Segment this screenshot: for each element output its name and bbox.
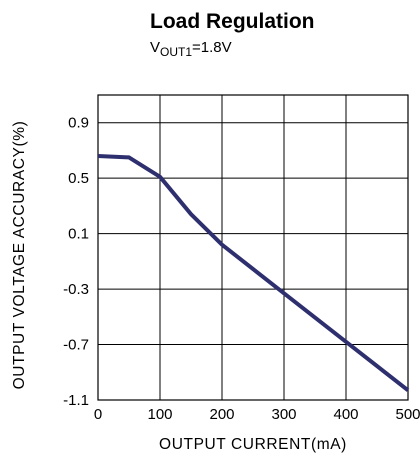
y-tick-label: 0.5 — [68, 170, 89, 187]
y-tick-label: 0.9 — [68, 115, 89, 132]
y-axis-label: OUTPUT VOLTAGE ACCURACY(%) — [11, 121, 28, 390]
grid — [98, 95, 408, 400]
series-layer — [97, 154, 410, 392]
subtitle-suffix: =1.8V — [192, 39, 232, 56]
y-tick-label: -0.3 — [63, 281, 89, 298]
x-tick-label: 500 — [395, 406, 420, 423]
subtitle-subscript: OUT1 — [160, 45, 192, 59]
series-line — [97, 154, 410, 392]
subtitle-prefix: V — [150, 39, 160, 56]
y-tick-label: -0.7 — [63, 337, 89, 354]
plot-frame — [97, 94, 409, 401]
chart-title: Load Regulation — [150, 10, 315, 33]
x-tick-label: 400 — [333, 406, 358, 423]
y-tick-label: 0.1 — [68, 226, 89, 243]
x-axis-label: OUTPUT CURRENT(mA) — [159, 436, 347, 453]
y-tick-label: -1.1 — [63, 392, 89, 409]
x-tick-label: 100 — [147, 406, 172, 423]
x-tick-label: 0 — [94, 406, 102, 423]
axis-ticks: 0 100 200 300 400 500 0.9 0.5 0.1 -0.3 -0.7 -1.1 — [63, 115, 420, 423]
x-tick-label: 200 — [209, 406, 234, 423]
chart-subtitle: VOUT1=1.8V — [150, 39, 232, 59]
x-tick-label: 300 — [271, 406, 296, 423]
